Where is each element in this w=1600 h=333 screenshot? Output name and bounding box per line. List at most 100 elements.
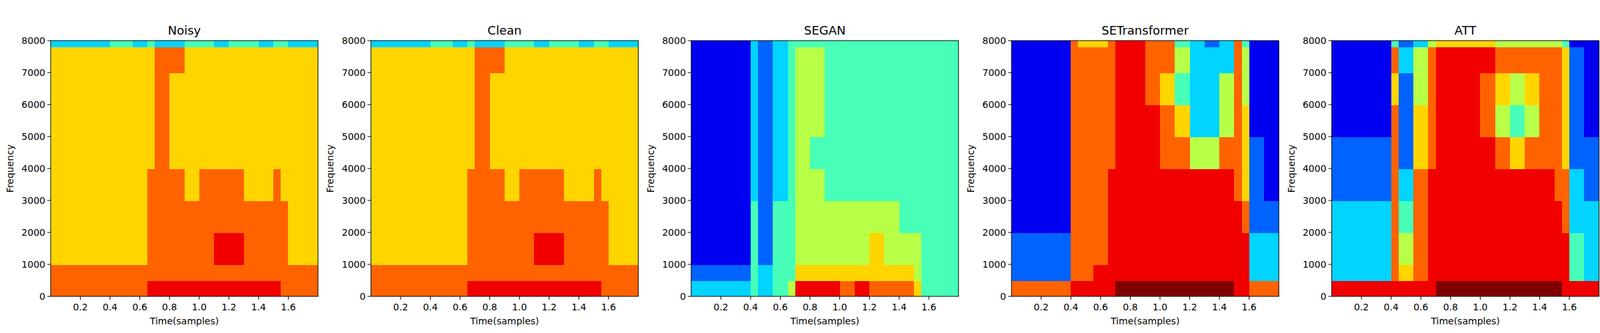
cell xyxy=(519,40,535,48)
cell xyxy=(824,72,840,106)
cell xyxy=(132,232,148,266)
cell xyxy=(80,104,111,138)
cell xyxy=(1160,280,1176,297)
cell xyxy=(1510,136,1526,170)
cell xyxy=(1398,40,1414,48)
cell xyxy=(795,168,811,202)
cell xyxy=(467,232,476,266)
x-tick xyxy=(489,296,490,300)
cell xyxy=(273,104,282,138)
y-tick-label: 2000 xyxy=(342,227,366,238)
cell xyxy=(921,136,930,170)
cell xyxy=(110,72,118,106)
y-tick-label: 1000 xyxy=(1302,259,1327,270)
cell xyxy=(1204,264,1220,282)
x-tick-label: 0.6 xyxy=(132,302,148,313)
y-tick-label: 4000 xyxy=(982,163,1007,174)
y-tick xyxy=(47,104,51,106)
cell xyxy=(1569,280,1585,297)
x-tick-label: 0.4 xyxy=(422,302,438,313)
cell xyxy=(169,168,185,202)
cell xyxy=(1361,232,1392,266)
cell xyxy=(132,40,148,48)
cell xyxy=(199,232,215,266)
cell xyxy=(1569,232,1585,266)
cell xyxy=(214,136,230,170)
cell xyxy=(147,104,156,138)
cell xyxy=(50,168,81,202)
cell xyxy=(1510,168,1526,202)
cell xyxy=(169,72,185,106)
cell xyxy=(564,104,580,138)
cell xyxy=(467,40,476,48)
cell xyxy=(578,40,594,48)
cell xyxy=(1524,47,1540,74)
cell xyxy=(1242,232,1250,266)
cell xyxy=(400,232,431,266)
cell xyxy=(1398,264,1414,282)
cell xyxy=(772,280,788,297)
cell xyxy=(921,232,930,266)
cell xyxy=(1480,40,1496,48)
cell xyxy=(280,168,289,202)
y-tick xyxy=(1328,232,1332,234)
cell xyxy=(400,280,431,297)
cell xyxy=(244,47,260,74)
cell xyxy=(1078,168,1094,202)
cell xyxy=(1554,136,1563,170)
cell xyxy=(921,264,930,282)
x-tick-label: 0.8 xyxy=(1443,302,1458,313)
cell xyxy=(1041,40,1072,48)
y-tick xyxy=(1008,264,1012,266)
cell xyxy=(1562,280,1570,297)
cell xyxy=(184,136,200,170)
y-tick-label: 0 xyxy=(1000,291,1006,302)
cell xyxy=(1115,232,1131,266)
y-tick xyxy=(1328,40,1332,42)
cell xyxy=(795,72,811,106)
x-tick xyxy=(198,296,200,300)
cell xyxy=(288,72,304,106)
cell xyxy=(601,40,610,48)
cell xyxy=(438,72,454,106)
title: ATT xyxy=(1454,23,1478,38)
y-tick xyxy=(47,168,51,170)
cell xyxy=(1093,168,1109,202)
cell xyxy=(1070,72,1079,106)
cell xyxy=(1332,40,1362,48)
cell xyxy=(1160,72,1176,106)
cell xyxy=(1041,72,1072,106)
cell xyxy=(184,40,200,48)
cell xyxy=(1249,280,1265,297)
cell xyxy=(1078,47,1094,74)
cell xyxy=(884,72,900,106)
cell xyxy=(921,200,930,234)
cell xyxy=(1242,72,1250,106)
cell xyxy=(504,40,520,48)
cell xyxy=(854,104,870,138)
cell xyxy=(110,200,118,234)
cell xyxy=(80,200,111,234)
cell xyxy=(1108,47,1116,74)
cell xyxy=(1391,232,1400,266)
cell xyxy=(1041,200,1072,234)
cell xyxy=(788,104,796,138)
cell xyxy=(110,47,118,74)
cell xyxy=(1562,264,1570,282)
cell xyxy=(623,40,638,48)
cell xyxy=(788,47,796,74)
cell xyxy=(750,104,759,138)
cell xyxy=(244,264,260,282)
cell xyxy=(147,264,156,282)
cell xyxy=(1413,136,1429,170)
cell xyxy=(914,47,922,74)
cell xyxy=(564,40,580,48)
cell xyxy=(795,104,811,138)
y-tick xyxy=(1328,136,1332,138)
y-tick xyxy=(1008,296,1012,298)
cell xyxy=(438,136,454,170)
cell xyxy=(1391,72,1400,106)
cell xyxy=(430,104,439,138)
cell xyxy=(1190,168,1206,202)
y-tick xyxy=(367,296,371,298)
